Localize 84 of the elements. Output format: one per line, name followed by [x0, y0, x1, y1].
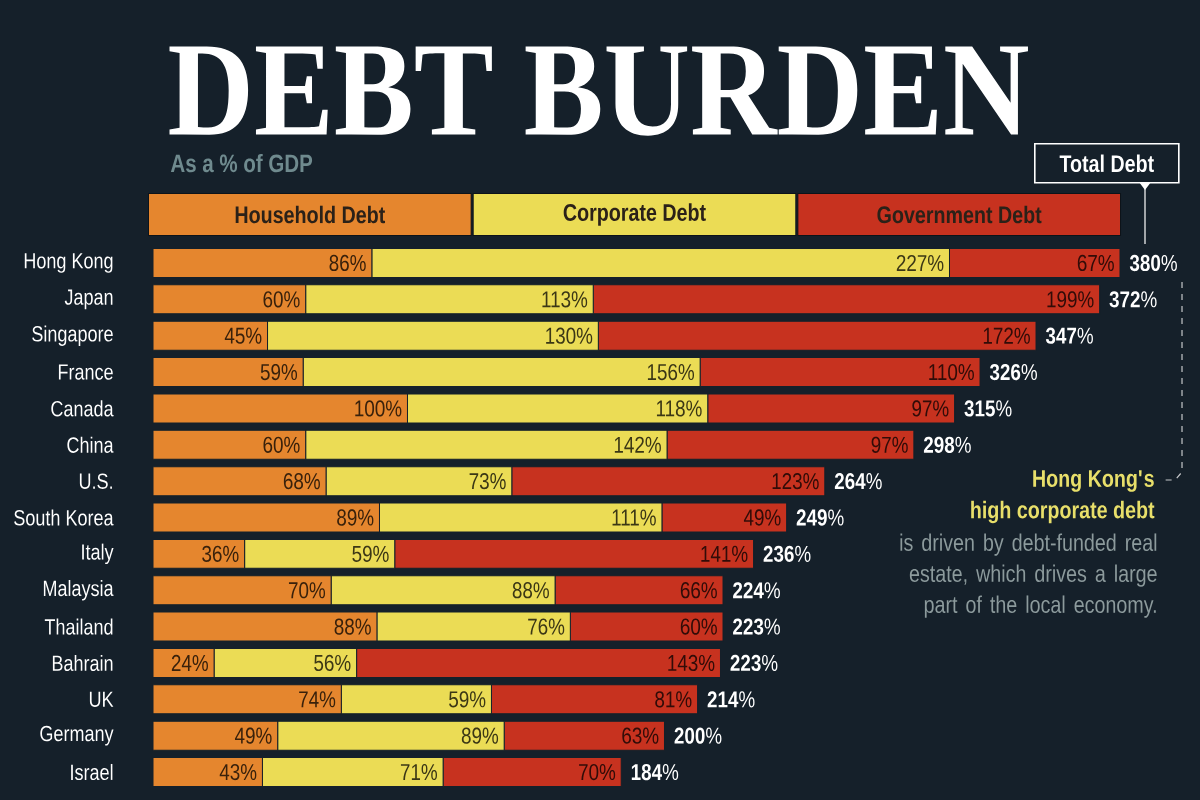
total-label: 200%: [674, 727, 722, 744]
total-label: 236%: [763, 545, 811, 563]
data-label: 97%: [871, 436, 908, 453]
total-label: 264%: [834, 473, 882, 490]
data-label: 142%: [614, 436, 661, 453]
data-label: 68%: [283, 473, 320, 490]
y-tick-label: Canada: [51, 400, 114, 417]
data-label: 89%: [461, 727, 499, 744]
data-label: 56%: [314, 654, 351, 672]
data-label: 100%: [355, 400, 402, 417]
data-label: 111%: [612, 509, 656, 526]
data-label: 227%: [896, 254, 944, 272]
data-label: 143%: [668, 654, 715, 672]
total-label: 298%: [923, 436, 971, 453]
y-tick-label: Malaysia: [43, 579, 114, 601]
data-label: 67%: [1077, 254, 1114, 272]
data-label: 130%: [546, 327, 593, 344]
total-label: 223%: [730, 654, 778, 672]
data-label: 141%: [701, 545, 748, 562]
data-label: 74%: [299, 691, 336, 708]
data-label: 156%: [647, 363, 695, 381]
data-label: 66%: [680, 582, 717, 599]
data-label: 60%: [680, 618, 717, 635]
data-label: 70%: [579, 763, 616, 781]
data-label: 76%: [528, 618, 565, 635]
total-label: 223%: [733, 618, 780, 635]
data-label: 81%: [655, 691, 692, 708]
data-label: 59%: [449, 691, 486, 708]
data-label: 59%: [352, 545, 389, 562]
annotation: is driven by debt-funded real estate, which drives a large part of the local economy.: [900, 533, 1157, 618]
data-label: 97%: [912, 400, 949, 417]
y-tick-label: France: [58, 364, 113, 380]
data-label: 118%: [656, 400, 702, 417]
series-label: Government Debt: [877, 205, 1042, 224]
data-label: 60%: [263, 436, 300, 453]
y-tick-label: Italy: [82, 543, 114, 565]
y-tick-label: Bahrain: [52, 654, 113, 672]
y-tick-label: Japan: [64, 289, 113, 310]
total-label: 372%: [1109, 291, 1157, 308]
data-label: 89%: [337, 509, 374, 526]
data-label: 71%: [400, 763, 438, 781]
chart-title: DEBT BURDEN: [169, 46, 1028, 136]
data-label: 63%: [622, 727, 659, 744]
y-tick-label: U.S.: [79, 473, 112, 489]
data-label: 36%: [202, 545, 239, 562]
total-label: 184%: [631, 763, 679, 781]
series-label: Household Debt: [235, 205, 386, 224]
y-tick-label: Germany: [40, 725, 114, 746]
series-label: Corporate Debt: [563, 203, 706, 226]
data-label: 123%: [772, 473, 819, 490]
annotation: Hong Kong's: [1033, 470, 1154, 492]
y-tick-label: Hong Kong: [24, 253, 113, 273]
total-label: 347%: [1045, 327, 1093, 344]
data-label: 70%: [288, 582, 326, 599]
data-label: 88%: [512, 582, 549, 599]
total-label: 326%: [989, 363, 1037, 381]
chart-subtitle: As a % of GDP: [170, 153, 313, 173]
data-label: 49%: [743, 509, 781, 526]
data-label: 86%: [329, 254, 366, 272]
data-label: 60%: [263, 291, 300, 308]
y-tick-label: China: [67, 436, 114, 453]
y-tick-label: UK: [89, 691, 114, 707]
data-label: 43%: [219, 763, 257, 781]
annotation: high corporate debt: [971, 500, 1155, 524]
data-label: 45%: [224, 327, 262, 344]
data-label: 59%: [260, 363, 298, 381]
total-label: 249%: [796, 509, 844, 526]
total-label: 214%: [707, 691, 755, 708]
text: Total Debt: [1059, 154, 1154, 173]
data-label: 24%: [171, 654, 208, 672]
y-tick-label: Thailand: [44, 618, 113, 635]
total-label: 380%: [1129, 254, 1177, 272]
y-tick-label: South Korea: [14, 509, 114, 526]
data-label: 113%: [542, 291, 588, 308]
data-label: 172%: [983, 327, 1030, 344]
data-label: 73%: [469, 473, 506, 490]
data-label: 199%: [1047, 291, 1094, 308]
data-label: 110%: [929, 363, 974, 381]
y-tick-label: Israel: [71, 763, 113, 781]
data-label: 49%: [234, 727, 272, 744]
data-label: 88%: [334, 618, 371, 635]
total-label: 315%: [964, 400, 1012, 417]
y-tick-label: Singapore: [32, 325, 113, 346]
total-label: 224%: [733, 582, 780, 599]
